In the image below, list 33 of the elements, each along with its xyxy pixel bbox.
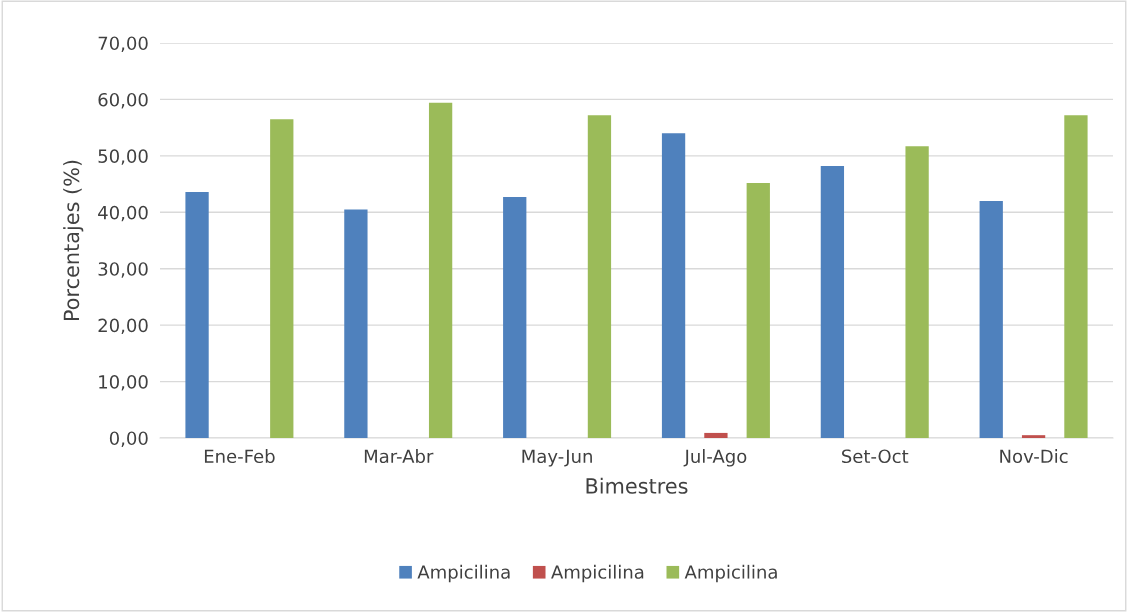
bar xyxy=(979,201,1003,438)
x-tick-label: Mar-Abr xyxy=(364,449,434,464)
y-tick-label: 0,00 xyxy=(109,431,148,447)
bar xyxy=(1064,115,1088,438)
bar xyxy=(270,119,294,438)
x-tick-label: May-Jun xyxy=(522,449,592,467)
bar xyxy=(344,209,368,438)
y-tick-label: 60,00 xyxy=(98,92,148,109)
y-tick-label: 10,00 xyxy=(99,375,148,391)
legend-label: Ampicilina xyxy=(684,564,777,583)
bar xyxy=(428,102,453,438)
y-tick-label: 40,00 xyxy=(98,205,148,222)
bar xyxy=(1021,435,1046,438)
bar xyxy=(587,115,612,438)
x-tick-label: Jul-Ago xyxy=(683,449,747,467)
y-axis-title: Porcentajes (%) xyxy=(63,160,84,321)
legend-label: Ampicilina xyxy=(417,564,510,583)
bar xyxy=(185,191,209,438)
bar xyxy=(820,166,845,438)
bar xyxy=(704,432,728,438)
x-tick-label: Nov-Dic xyxy=(1000,449,1068,464)
bar xyxy=(905,146,929,438)
y-tick-label: 20,00 xyxy=(98,318,148,335)
bar xyxy=(503,197,527,438)
legend-label: Ampicilina xyxy=(551,564,644,583)
bar xyxy=(661,133,686,438)
y-tick-label: 70,00 xyxy=(98,36,148,52)
x-tick-label: Set-Oct xyxy=(842,449,909,464)
y-tick-label: 50,00 xyxy=(98,149,148,165)
bar xyxy=(746,182,770,438)
x-axis-title: Bimestres xyxy=(586,477,688,494)
y-tick-label: 30,00 xyxy=(98,262,148,278)
x-tick-label: Ene-Feb xyxy=(204,449,275,464)
